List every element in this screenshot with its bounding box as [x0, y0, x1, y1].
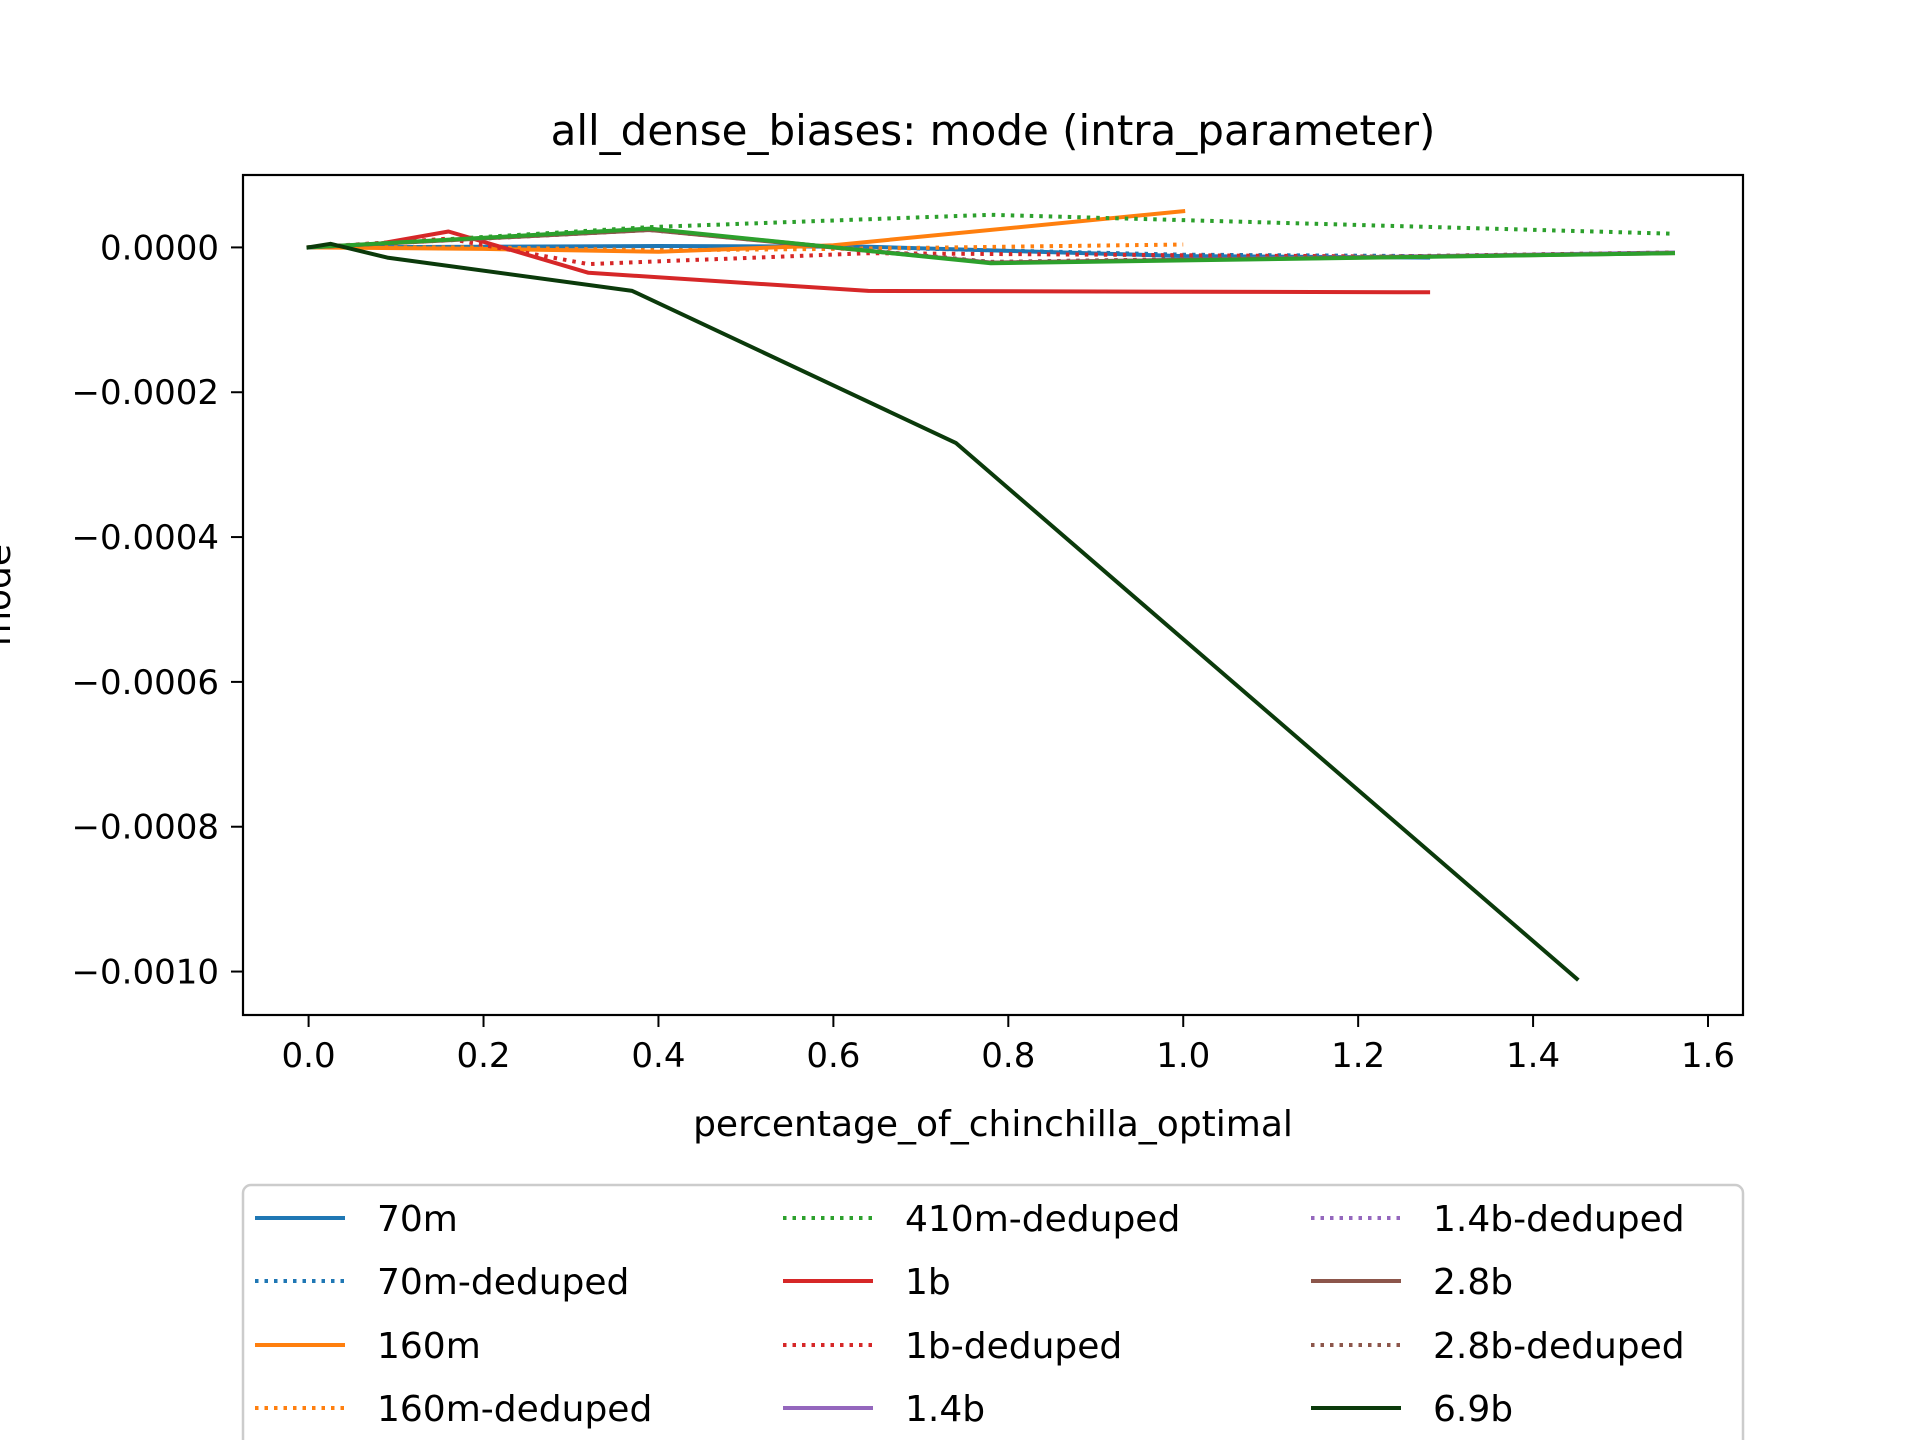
y-tick-label: −0.0006: [72, 663, 219, 703]
y-tick-label: 0.0000: [100, 228, 219, 268]
legend-label-410m-deduped: 410m-deduped: [905, 1199, 1180, 1240]
legend-label-1.4b: 1.4b: [905, 1389, 985, 1430]
series-line-410m: [306, 226, 1676, 266]
x-tick-label: 1.6: [1681, 1036, 1735, 1076]
x-tick-label: 1.4: [1506, 1036, 1560, 1076]
legend-label-1.4b-deduped: 1.4b-deduped: [1433, 1199, 1685, 1240]
y-axis: 0.0000 −0.0002 −0.0004 −0.0006 −0.0008 −0.001…: [72, 228, 243, 993]
legend-box: [241, 1183, 1745, 1444]
x-tick-label: 0.8: [981, 1036, 1035, 1076]
legend-label-6.9b: 6.9b: [1433, 1389, 1513, 1430]
y-tick-label: −0.0008: [72, 808, 219, 848]
legend-label-70m: 70m: [377, 1199, 458, 1240]
x-axis: 0.0 0.2 0.4 0.6 0.8 1.0 1.2 1.4 1.6: [282, 1015, 1735, 1076]
series-line-6.9b: [306, 241, 1580, 982]
x-tick-label: 0.0: [282, 1036, 336, 1076]
series-line-160m-deduped: [308, 242, 1184, 253]
x-tick-label: 0.2: [456, 1036, 510, 1076]
legend-label-160m: 160m: [377, 1326, 481, 1367]
legend-label-1b-deduped: 1b-deduped: [905, 1326, 1122, 1367]
x-tick-label: 0.6: [806, 1036, 860, 1076]
y-axis-label: mode: [0, 544, 19, 646]
y-tick-label: −0.0010: [72, 953, 219, 993]
x-tick-label: 1.0: [1156, 1036, 1210, 1076]
axes-frame: [241, 173, 1745, 1017]
legend-label-1b: 1b: [905, 1262, 951, 1303]
y-tick-label: −0.0002: [72, 373, 219, 413]
x-tick-label: 0.4: [631, 1036, 685, 1076]
legend-label-2.8b: 2.8b: [1433, 1262, 1513, 1303]
legend-label-160m-deduped: 160m-deduped: [377, 1389, 652, 1430]
y-tick-label: −0.0004: [72, 518, 219, 558]
legend: 70m 70m-deduped 160m 160m-deduped 410m-dedup…: [241, 1183, 1745, 1444]
x-tick-label: 1.2: [1331, 1036, 1385, 1076]
legend-label-70m-deduped: 70m-deduped: [377, 1262, 629, 1303]
plot-area: [306, 209, 1676, 982]
legend-label-2.8b-deduped: 2.8b-deduped: [1433, 1326, 1685, 1367]
chart-title: all_dense_biases: mode (intra_parameter): [551, 106, 1436, 155]
x-axis-label: percentage_of_chinchilla_optimal: [693, 1104, 1293, 1145]
